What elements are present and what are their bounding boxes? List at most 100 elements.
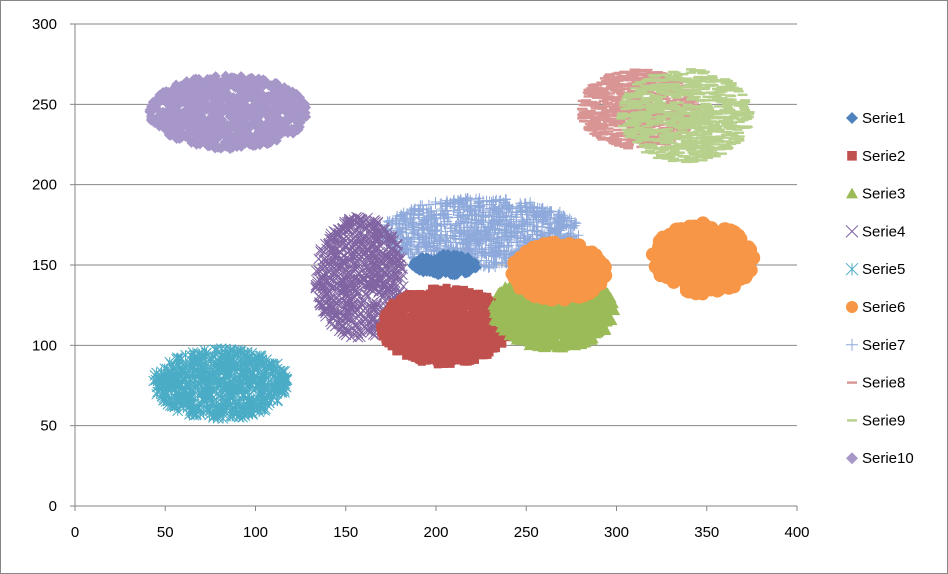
data-point [488,218,499,229]
data-point [423,199,434,210]
y-tick-label: 250 [32,96,57,113]
data-point [500,194,511,205]
data-point [555,276,570,291]
data-point [403,246,414,257]
data-point [490,196,501,207]
x-tick-label: 0 [71,524,79,541]
data-point [571,251,586,266]
data-point [645,247,660,262]
data-point [469,328,478,337]
data-point [395,226,406,237]
x-tick-label: 50 [157,524,174,541]
data-point [471,193,482,204]
data-point [396,245,407,256]
data-point [726,279,741,294]
data-point [453,212,464,223]
data-point [199,344,210,356]
data-point [678,243,693,258]
y-tick-label: 100 [32,337,57,354]
data-point [482,350,491,359]
data-point [503,203,514,214]
data-point [471,297,480,306]
data-point [483,250,494,261]
data-point [487,209,498,220]
data-point [455,327,464,336]
data-point [381,309,390,318]
data-point [499,252,510,263]
data-point [464,243,475,254]
data-point [417,222,428,233]
data-point [465,194,476,205]
data-point [408,213,419,224]
data-point [437,332,446,341]
data-point [473,238,484,249]
data-point [434,234,445,245]
data-point [512,227,523,238]
data-point [404,340,413,349]
data-point [448,310,457,319]
data-point [532,221,543,232]
data-point [481,255,492,266]
data-point [414,206,425,217]
y-tick-label: 50 [40,418,57,435]
data-point [500,212,511,223]
data-point [520,205,531,216]
data-point [428,296,437,305]
data-point [527,229,538,240]
data-point [449,288,458,297]
data-point [515,205,526,216]
x-tick-label: 150 [333,524,358,541]
data-point [549,259,564,274]
data-point [549,213,560,224]
data-point [440,226,451,237]
data-point [456,199,467,210]
data-point [384,334,393,343]
data-point [462,234,473,245]
data-point [418,204,429,215]
x-tick-label: 350 [694,524,719,541]
data-point [669,256,684,271]
data-point [491,232,502,243]
data-point [417,341,426,350]
data-point [533,211,544,222]
data-point [545,206,556,217]
data-point [431,220,442,231]
data-point [426,324,435,333]
data-point [448,330,457,339]
data-point [502,219,513,230]
data-point [405,249,416,260]
data-point [430,199,441,210]
data-point [554,225,565,236]
data-point [408,291,417,300]
data-point [436,221,447,232]
data-point [544,218,555,229]
data-point [476,216,487,227]
data-point [470,355,479,364]
data-point [740,257,755,272]
data-point [487,223,498,234]
data-point [315,244,327,255]
y-tick-label: 0 [49,498,57,515]
data-point [421,233,432,244]
data-point [488,202,499,213]
data-point [724,265,739,280]
data-point [449,201,460,212]
data-point [475,200,486,211]
data-point [591,253,606,268]
data-point [458,316,467,325]
data-point [542,219,553,230]
data-point [518,263,533,278]
data-point [439,285,448,294]
data-point [521,202,532,213]
data-point [505,214,516,225]
y-tick-label: 300 [32,16,57,33]
data-point [403,220,414,231]
data-point [524,217,535,228]
data-point [393,304,402,313]
data-point [455,194,466,205]
data-point [403,232,414,243]
data-point [511,276,526,291]
x-tick-label: 300 [604,524,629,541]
data-point [453,299,462,308]
